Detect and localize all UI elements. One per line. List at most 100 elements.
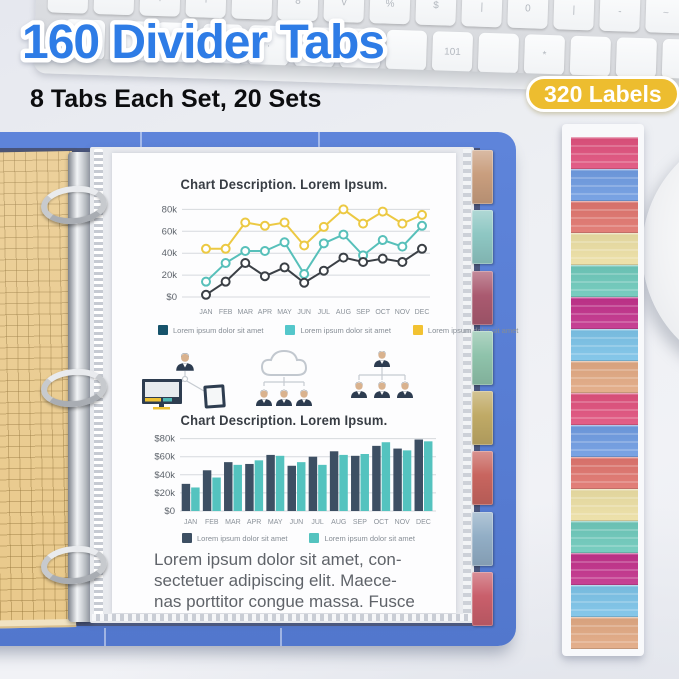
legend-item: Lorem ipsum dolor sit amet bbox=[309, 533, 415, 543]
tab-label bbox=[571, 329, 638, 361]
body-text-line: sectetuer adipiscing elit. Maece- bbox=[154, 571, 397, 590]
svg-text:OCT: OCT bbox=[375, 309, 391, 316]
tab-label bbox=[571, 553, 638, 585]
line-chart-title: Chart Description. Lorem Ipsum. bbox=[180, 177, 388, 192]
svg-text:FEB: FEB bbox=[205, 519, 219, 526]
svg-text:MAR: MAR bbox=[225, 519, 241, 526]
divider-tab bbox=[472, 330, 493, 385]
legend-label: Lorem ipsum dolor sit amet bbox=[427, 325, 519, 335]
tab-label bbox=[571, 361, 638, 393]
tab-label bbox=[571, 617, 638, 649]
tab-label bbox=[571, 201, 638, 233]
svg-text:40k: 40k bbox=[162, 248, 178, 259]
body-text-line: nas porttitor congue massa. Fusce bbox=[154, 592, 415, 611]
svg-text:$80k: $80k bbox=[154, 434, 175, 445]
divider-tab bbox=[472, 150, 493, 204]
svg-text:MAR: MAR bbox=[237, 309, 253, 316]
svg-text:20k: 20k bbox=[162, 270, 178, 281]
bar-chart-title: Chart Description. Lorem Ipsum. bbox=[180, 413, 388, 428]
tab-label bbox=[571, 489, 638, 521]
legend-label: Lorem ipsum dolor sit amet bbox=[173, 325, 264, 335]
keyboard-key: ~ bbox=[645, 0, 679, 34]
svg-text:80k: 80k bbox=[162, 204, 178, 215]
svg-text:JUN: JUN bbox=[290, 519, 304, 526]
legend-item: Lorem ipsum dolor sit amet bbox=[182, 533, 287, 543]
svg-text:JUL: JUL bbox=[318, 309, 331, 316]
svg-text:MAY: MAY bbox=[277, 309, 292, 316]
tab-label bbox=[571, 265, 638, 297]
tab-label bbox=[571, 585, 638, 617]
svg-text:JUN: JUN bbox=[297, 309, 311, 316]
keyboard-key bbox=[569, 35, 612, 78]
keyboard-key: - bbox=[599, 0, 641, 32]
legend-label: Lorem ipsum dolor sit amet bbox=[197, 533, 288, 543]
label-strip-labels bbox=[571, 137, 638, 649]
legend-swatch bbox=[285, 325, 296, 335]
svg-text:JAN: JAN bbox=[184, 519, 197, 526]
svg-text:$0: $0 bbox=[166, 292, 177, 303]
divider-tabs bbox=[472, 150, 493, 626]
infographic-icons bbox=[138, 349, 430, 411]
keyboard-key bbox=[661, 38, 679, 81]
keyboard-key bbox=[615, 37, 658, 79]
bar-chart: $80k $60k $40k $20k $0 JAN FEB MAR APR MAY JUN JUL A… bbox=[154, 434, 436, 526]
svg-text:MAY: MAY bbox=[268, 519, 283, 526]
svg-text:NOV: NOV bbox=[395, 519, 411, 526]
tab-label bbox=[571, 137, 638, 169]
person-devices-icon bbox=[142, 353, 226, 410]
subtitle-text: 8 Tabs Each Set, 20 Sets bbox=[30, 85, 322, 113]
svg-text:SEP: SEP bbox=[353, 519, 367, 526]
divider-tab bbox=[472, 270, 493, 325]
line-chart: 80k 60k 40k 20k $0 JAN FEB MAR APR MAY JUN JUL AUG SE… bbox=[162, 204, 430, 316]
divider-tab bbox=[472, 511, 493, 566]
binder-seam bbox=[104, 628, 106, 646]
sheet-protector: Chart Description. Lorem Ipsum. 80k 60k 40… bbox=[90, 147, 518, 623]
svg-text:60k: 60k bbox=[162, 226, 178, 237]
svg-text:APR: APR bbox=[247, 519, 261, 526]
document-page: Chart Description. Lorem Ipsum. 80k 60k 40… bbox=[112, 153, 518, 613]
divider-tab bbox=[472, 571, 493, 626]
svg-text:JAN: JAN bbox=[199, 309, 212, 316]
body-text: Lorem ipsum dolor sit amet, con- sectetu… bbox=[154, 549, 438, 612]
legend-item: Lorem ipsum dolor sit amet bbox=[412, 325, 519, 335]
org-chart-icon bbox=[351, 351, 413, 398]
tab-label bbox=[571, 457, 638, 489]
legend-label: Lorem ipsum dolor sit amet bbox=[300, 325, 391, 335]
svg-text:APR: APR bbox=[258, 309, 272, 316]
tab-label bbox=[571, 521, 638, 553]
svg-text:FEB: FEB bbox=[219, 309, 233, 316]
divider-tab bbox=[472, 391, 493, 446]
svg-text:AUG: AUG bbox=[336, 309, 351, 316]
cup bbox=[642, 126, 679, 376]
cloud-team-icon bbox=[256, 349, 312, 406]
legend-item: Lorem ipsum dolor sit amet bbox=[285, 325, 391, 335]
binder: Chart Description. Lorem Ipsum. 80k 60k 40… bbox=[0, 132, 518, 646]
line-chart-legend: Lorem ipsum dolor sit amet Lorem ipsum do… bbox=[158, 325, 518, 335]
svg-text:DEC: DEC bbox=[415, 309, 430, 316]
svg-text:SEP: SEP bbox=[356, 309, 370, 316]
divider-tab bbox=[472, 210, 493, 265]
headline: 160 Divider Tabs bbox=[18, 12, 390, 74]
svg-text:$0: $0 bbox=[164, 506, 175, 517]
keyboard-key: | bbox=[553, 0, 595, 31]
legend-swatch bbox=[158, 325, 168, 335]
bar-chart-legend: Lorem ipsum dolor sit amet Lorem ipsum do… bbox=[182, 533, 415, 543]
binder-seam bbox=[280, 628, 282, 646]
svg-text:OCT: OCT bbox=[374, 519, 390, 526]
svg-text:$40k: $40k bbox=[154, 470, 175, 481]
tab-label bbox=[571, 393, 638, 425]
tab-label bbox=[571, 425, 638, 457]
svg-text:$20k: $20k bbox=[154, 488, 175, 499]
binder-spine-bar bbox=[68, 152, 94, 622]
labels-count-badge: 320 Labels bbox=[526, 76, 679, 112]
label-strip bbox=[562, 124, 644, 656]
legend-swatch bbox=[412, 325, 423, 335]
legend-item: Lorem ipsum dolor sit amet bbox=[158, 325, 263, 335]
body-text-line: Lorem ipsum dolor sit amet, con- bbox=[154, 550, 402, 569]
headline-text: 160 Divider Tabs bbox=[22, 16, 384, 69]
tab-label bbox=[571, 297, 638, 329]
binder-seam bbox=[140, 132, 142, 148]
divider-tab bbox=[472, 451, 493, 506]
svg-text:JUL: JUL bbox=[311, 519, 324, 526]
